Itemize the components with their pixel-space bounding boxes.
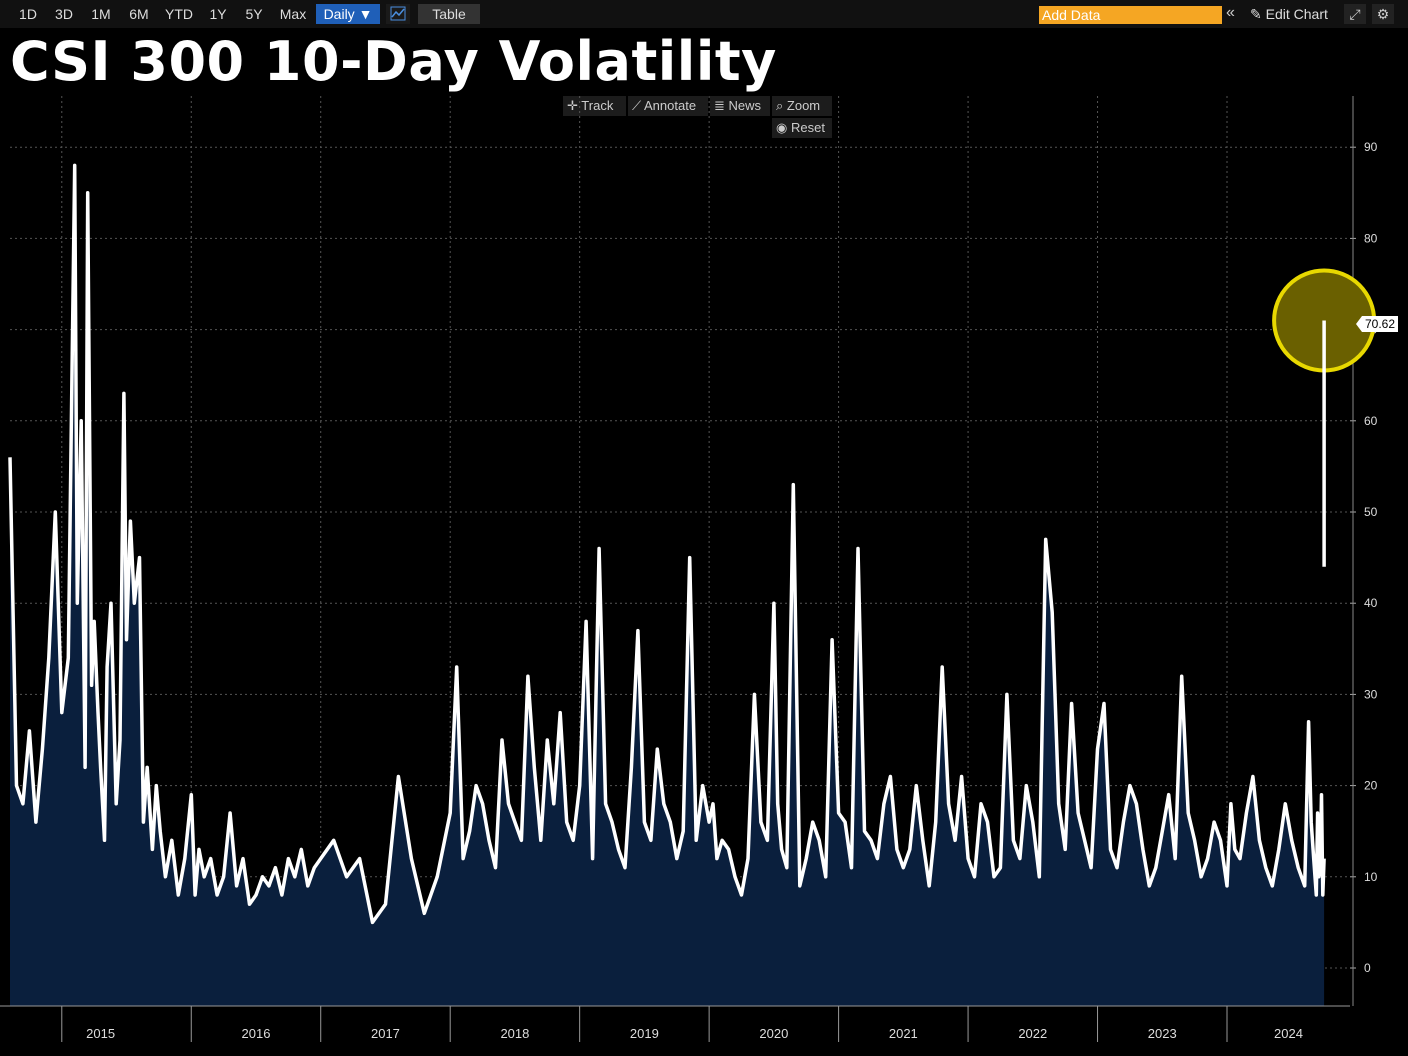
news-label: News — [728, 98, 762, 113]
y-tick-label: 10 — [1364, 870, 1378, 884]
highlight-marker: 70.62 — [1272, 268, 1398, 567]
edit-chart-label: Edit Chart — [1265, 6, 1328, 22]
edit-chart-button[interactable]: ✎ Edit Chart — [1250, 4, 1328, 24]
range-3d-button[interactable]: 3D — [55, 6, 73, 22]
track-button[interactable]: ✛ Track — [563, 96, 626, 116]
volatility-line — [8, 163, 1326, 925]
zoom-button[interactable]: ⌕ Zoom — [772, 96, 832, 116]
y-tick-label: 30 — [1364, 687, 1378, 701]
pencil-icon: ✎ — [1250, 6, 1262, 22]
annotate-label: Annotate — [644, 98, 697, 113]
line-chart-icon — [390, 6, 406, 21]
x-tick-label: 2016 — [242, 1026, 271, 1041]
reset-label: Reset — [790, 120, 825, 135]
reset-button[interactable]: ◉ Reset — [772, 118, 832, 138]
range-6m-button[interactable]: 6M — [129, 6, 149, 22]
y-tick-label: 80 — [1364, 231, 1378, 245]
x-tick-label: 2015 — [86, 1026, 115, 1041]
news-button[interactable]: ≣ News — [710, 96, 770, 116]
annotate-button[interactable]: ⟋ Annotate — [628, 96, 708, 116]
x-tick-label: 2019 — [630, 1026, 659, 1041]
x-tick-label: 2023 — [1148, 1026, 1177, 1041]
reset-icon: ◉ — [776, 120, 788, 135]
chart-toolbar: 1D 3D 1M 6M YTD 1Y 5Y Max Daily ▼ Table … — [0, 0, 1408, 28]
chart-type-button[interactable] — [386, 4, 410, 24]
y-tick-label: 40 — [1364, 596, 1378, 610]
x-tick-label: 2021 — [889, 1026, 918, 1041]
x-tick-label: 2022 — [1018, 1026, 1047, 1041]
y-axis: 0 10 20 30 40 50 60 70 80 90 — [1350, 96, 1378, 1006]
x-tick-label: 2018 — [500, 1026, 529, 1041]
search-icon: ⌕ — [776, 98, 784, 113]
crosshair-icon: ✛ — [567, 98, 578, 113]
table-button[interactable]: Table — [418, 4, 480, 24]
grid-lines — [10, 96, 1350, 1006]
range-max-button[interactable]: Max — [279, 6, 307, 22]
gear-icon[interactable]: ⚙ — [1372, 4, 1394, 24]
collapse-icon[interactable]: « — [1226, 4, 1235, 21]
y-tick-label: 60 — [1364, 414, 1378, 428]
frequency-select[interactable]: Daily ▼ — [316, 4, 380, 24]
y-tick-label: 20 — [1364, 779, 1378, 793]
range-5y-button[interactable]: 5Y — [245, 6, 263, 22]
add-data-input[interactable]: Add Data — [1039, 6, 1222, 24]
pencil-icon: ⟋ — [632, 98, 642, 113]
y-tick-label: 0 — [1364, 961, 1371, 975]
track-label: Track — [581, 98, 614, 113]
last-value-flag — [1356, 315, 1398, 332]
range-1m-button[interactable]: 1M — [91, 6, 111, 22]
chart-settings-icon[interactable]: ⤢ — [1344, 4, 1366, 24]
x-tick-label: 2024 — [1274, 1026, 1303, 1041]
chart-title: CSI 300 10-Day Volatility — [10, 30, 777, 93]
last-value-label: 70.62 — [1365, 317, 1395, 331]
range-ytd-button[interactable]: YTD — [165, 6, 193, 22]
volatility-area-fill — [10, 165, 1325, 1006]
x-tick-label: 2017 — [371, 1026, 400, 1041]
range-1d-button[interactable]: 1D — [19, 6, 37, 22]
x-axis: 2015 2016 2017 2018 2019 2020 2021 2022 2023 2024 — [0, 1005, 1350, 1042]
zoom-label: Zoom — [786, 98, 821, 113]
news-icon: ≣ — [714, 98, 725, 113]
y-tick-label: 90 — [1364, 140, 1378, 154]
range-1y-button[interactable]: 1Y — [209, 6, 227, 22]
highlight-circle — [1272, 268, 1377, 373]
y-tick-label: 50 — [1364, 505, 1378, 519]
y-tick-label: 70 — [1364, 323, 1378, 337]
x-tick-label: 2020 — [759, 1026, 788, 1041]
